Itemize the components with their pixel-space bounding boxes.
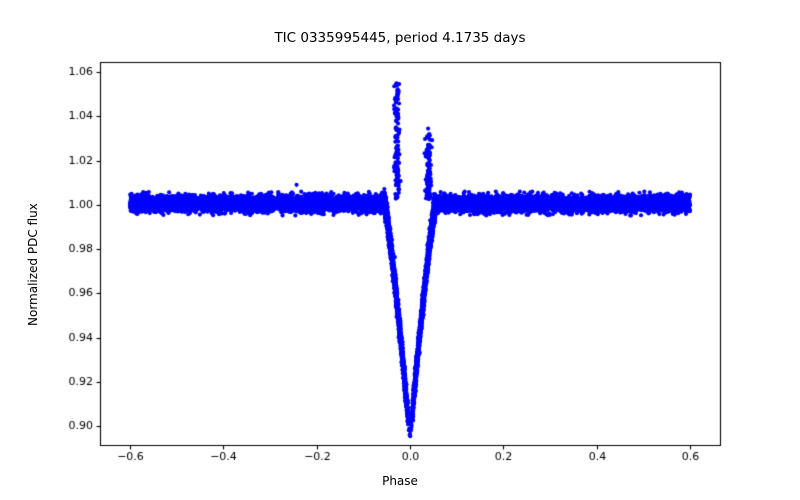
- figure-canvas-container: TIC 0335995445, period 4.1735 days Phase…: [0, 0, 800, 500]
- scatter-plot-canvas: [0, 0, 800, 500]
